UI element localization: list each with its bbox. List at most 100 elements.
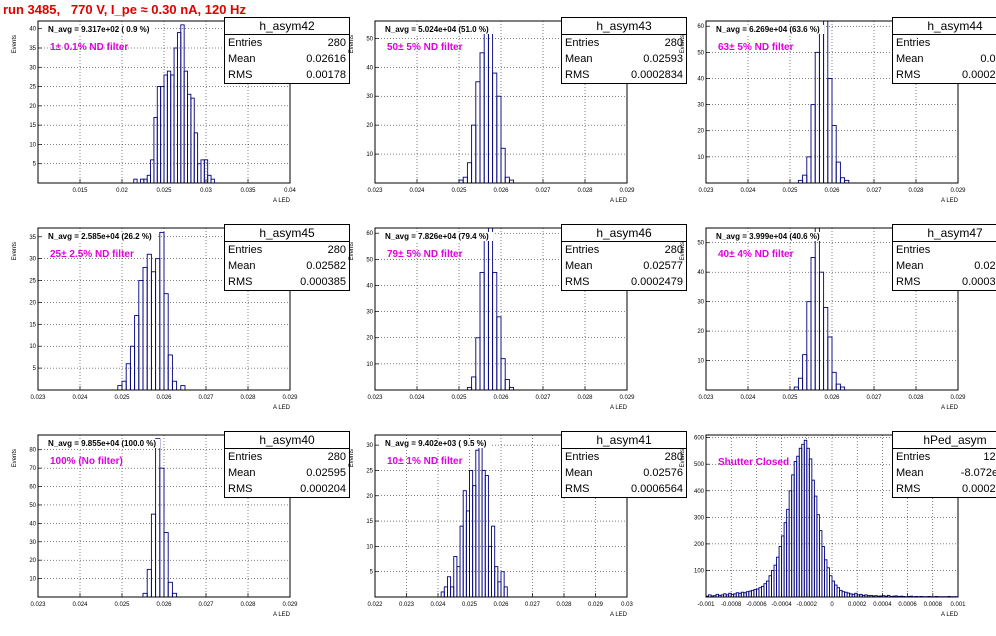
histogram-bin [836, 384, 840, 390]
x-tick-label: 0.026 [493, 395, 509, 401]
y-axis-label: Events [12, 449, 18, 467]
stats-label: RMS [896, 274, 920, 290]
histogram-name: h_asym42 [225, 18, 349, 35]
histogram-bin [493, 73, 497, 183]
x-tick-label: 0.024 [409, 188, 425, 194]
filter-annotation: 50± 5% ND filter [387, 42, 463, 53]
stats-value: 0.000204 [300, 481, 346, 497]
y-tick-label: 30 [366, 94, 373, 100]
x-tick-label: 0.024 [72, 602, 88, 608]
stats-box: hPed_asymEntries12068Mean-8.072e-06RMS0.… [892, 431, 996, 498]
y-tick-label: 25 [29, 85, 36, 91]
y-tick-label: 35 [29, 235, 36, 241]
histogram-bin [476, 450, 479, 597]
histogram-bin [184, 71, 187, 183]
y-tick-label: 40 [366, 283, 373, 289]
histogram-bin [156, 259, 160, 390]
x-tick-label: 0.025 [156, 188, 172, 194]
y-tick-label: 10 [29, 142, 36, 148]
x-tick-label: 0.023 [698, 395, 714, 401]
histogram-bin [803, 355, 807, 390]
stats-label: Entries [228, 449, 262, 465]
y-tick-label: 20 [29, 300, 36, 306]
x-tick-label: -0.001 [697, 602, 715, 608]
histogram-name: h_asym44 [893, 18, 996, 35]
x-tick-label: 0.026 [493, 188, 509, 194]
stats-value: 280 [328, 35, 346, 51]
y-tick-label: 20 [29, 104, 36, 110]
histogram-bin [807, 157, 811, 183]
x-tick-label: 0 [830, 602, 834, 608]
histogram-bins [134, 25, 215, 183]
stats-box: h_asym44Entries280Mean0.0258RMS0.0002591 [892, 17, 996, 84]
x-tick-label: 0.024 [740, 188, 756, 194]
histogram-bin [157, 87, 160, 183]
histogram-bin [154, 117, 157, 183]
histogram-bin [457, 567, 460, 597]
histogram-bin [840, 178, 844, 183]
x-tick-label: 0.025 [462, 602, 478, 608]
stats-box: h_asym47Entries280Mean0.02585RMS0.000316… [892, 224, 996, 291]
stats-label: Mean [896, 51, 924, 67]
histogram-name: hPed_asym [893, 432, 996, 449]
y-tick-label: 5 [370, 570, 374, 576]
x-tick-label: 0.03 [621, 602, 633, 608]
x-axis-label: A LED [941, 198, 959, 204]
x-tick-label: 0.026 [824, 188, 840, 194]
n-avg-label: N_avg = 7.826e+04 (79.4 %) [381, 232, 493, 241]
histogram-bins [143, 439, 177, 597]
x-tick-label: 0.0004 [873, 602, 892, 608]
histogram-bin [807, 302, 811, 390]
histogram-bin [463, 177, 467, 183]
stats-label: Entries [896, 242, 930, 258]
y-tick-label: 25 [29, 279, 36, 285]
histogram-bin [493, 272, 497, 390]
x-tick-label: 0.028 [577, 188, 593, 194]
histogram-bin [811, 105, 815, 183]
histogram-bin [473, 486, 476, 597]
y-tick-label: 10 [366, 362, 373, 368]
histogram-bin [151, 160, 154, 183]
x-tick-label: 0.001 [950, 602, 966, 608]
x-tick-label: 0.027 [525, 602, 541, 608]
histogram-name: h_asym47 [893, 225, 996, 242]
stats-label: RMS [896, 481, 920, 497]
stats-label: Entries [228, 242, 262, 258]
x-tick-label: 0.027 [866, 395, 882, 401]
x-tick-label: 0.029 [619, 395, 635, 401]
histogram-bin [143, 267, 147, 390]
filter-annotation: 1± 0.1% ND filter [50, 42, 128, 53]
y-tick-label: 40 [29, 27, 36, 33]
stats-label: RMS [565, 481, 589, 497]
histogram-bin [504, 587, 507, 597]
y-tick-label: 20 [366, 123, 373, 129]
stats-value: 280 [328, 449, 346, 465]
histogram-bin [497, 317, 501, 390]
x-axis-label: A LED [273, 405, 291, 411]
y-tick-label: 35 [29, 46, 36, 52]
stats-label: Mean [228, 465, 256, 481]
histogram-bin [492, 526, 495, 597]
y-tick-label: 100 [694, 568, 705, 574]
x-tick-label: -0.0008 [721, 602, 742, 608]
histogram-bin [444, 587, 447, 597]
stats-value: 0.0258 [980, 51, 996, 67]
y-tick-label: 20 [366, 336, 373, 342]
y-axis-label: Events [349, 242, 355, 260]
y-axis-label: Events [12, 35, 18, 53]
y-tick-label: 30 [29, 540, 36, 546]
stats-value: 0.000385 [300, 274, 346, 290]
